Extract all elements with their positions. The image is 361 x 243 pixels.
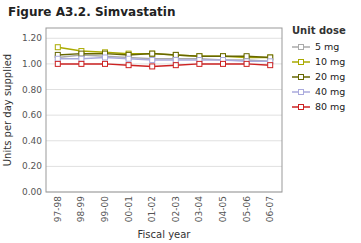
x-tick-label: 03-04 (194, 196, 204, 222)
point-marker (150, 51, 155, 56)
point-marker (126, 56, 131, 61)
x-tick-label: 00-01 (124, 196, 134, 222)
point-marker (79, 61, 84, 66)
y-tick-label: 0.80 (22, 85, 42, 95)
x-tick-label: 99-00 (100, 196, 110, 222)
legend-marker (299, 105, 304, 110)
legend-marker (299, 75, 304, 80)
point-marker (173, 52, 178, 57)
x-tick-label: 02-03 (171, 196, 181, 222)
plot-area (46, 28, 282, 192)
x-tick-label: 06-07 (265, 196, 275, 222)
point-marker (55, 45, 60, 50)
point-marker (268, 63, 273, 68)
legend-label: 80 mg (315, 101, 345, 112)
point-marker (79, 51, 84, 56)
legend-title: Unit dose (292, 25, 346, 36)
y-tick-label: 0.00 (22, 187, 42, 197)
grid (46, 38, 282, 192)
point-marker (197, 61, 202, 66)
y-axis-label: Units per day supplied (2, 54, 13, 166)
point-marker (244, 61, 249, 66)
point-marker (103, 61, 108, 66)
grid-line (46, 89, 282, 90)
x-axis-label: Fiscal year (138, 229, 192, 240)
grid-line (46, 140, 282, 141)
legend-marker (299, 60, 304, 65)
x-tick-label: 97-98 (53, 196, 63, 222)
plot-marks (55, 45, 272, 69)
y-tick-label: 1.00 (22, 59, 42, 69)
point-marker (173, 63, 178, 68)
legend-marker (299, 90, 304, 95)
x-tick-label: 98-99 (76, 196, 86, 222)
legend-label: 40 mg (315, 86, 345, 97)
title: Figure A3.2. Simvastatin (8, 5, 176, 19)
point-marker (221, 61, 226, 66)
y-tick-label: 0.20 (22, 161, 42, 171)
y-tick-label: 0.40 (22, 136, 42, 146)
y-tick-label: 1.20 (22, 33, 42, 43)
point-marker (103, 55, 108, 60)
point-marker (150, 51, 155, 56)
point-marker (55, 61, 60, 66)
grid-line (46, 115, 282, 116)
point-marker (150, 64, 155, 69)
point-marker (150, 58, 155, 63)
legend: Unit dose 5 mg 10 mg 20 mg 40 mg 80 mg (292, 25, 346, 112)
x-tick-label: 04-05 (218, 196, 228, 222)
series-line (58, 64, 270, 67)
legend-marker (299, 45, 304, 50)
series-line (58, 57, 270, 61)
plot-frame (46, 28, 282, 192)
series-line (58, 54, 270, 58)
point-marker (55, 56, 60, 61)
point-marker (79, 56, 84, 61)
point-marker (173, 52, 178, 57)
legend-label: 10 mg (315, 56, 345, 67)
x-tick-label: 05-06 (242, 196, 252, 222)
series-line (58, 47, 270, 57)
point-marker (244, 54, 249, 59)
x-tick-label: 01-02 (147, 196, 157, 222)
y-tick-label: 0.60 (22, 110, 42, 120)
chart: Figure A3.2. Simvastatin 0.00 0.20 0.40 0.60… (0, 0, 361, 243)
point-marker (173, 58, 178, 63)
grid-line (46, 166, 282, 167)
point-marker (126, 63, 131, 68)
grid-line (46, 38, 282, 39)
legend-label: 20 mg (315, 71, 345, 82)
legend-label: 5 mg (315, 41, 339, 52)
